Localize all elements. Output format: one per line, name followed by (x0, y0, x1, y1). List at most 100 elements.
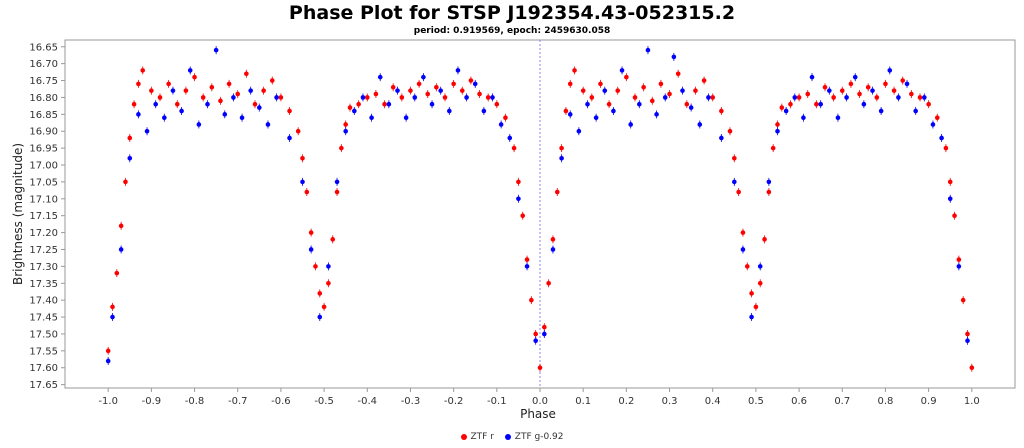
y-tick-label: 16.85 (29, 110, 58, 121)
data-point-ztf-r (822, 85, 828, 90)
data-point-ztf-r (744, 264, 750, 269)
legend-item-ztf-g: ZTF g-0.92 (504, 432, 564, 442)
chart-subtitle: period: 0.919569, epoch: 2459630.058 (413, 26, 611, 36)
data-point-ztf-r (762, 237, 767, 242)
data-point-ztf-r (589, 95, 595, 100)
data-point-ztf-g (110, 314, 115, 320)
data-point-ztf-r (757, 280, 763, 286)
data-point-ztf-g (602, 88, 608, 93)
data-point-ztf-r (770, 145, 776, 151)
data-point-ztf-g (550, 247, 556, 252)
data-point-ztf-r (114, 270, 120, 276)
data-point-ztf-r (382, 101, 387, 107)
data-point-ztf-g (257, 105, 262, 110)
data-point-ztf-g (956, 264, 962, 269)
data-point-ztf-r (295, 128, 301, 134)
data-point-ztf-r (485, 95, 491, 100)
data-point-ztf-g (507, 135, 513, 141)
x-tick-label: 0.5 (748, 396, 764, 407)
data-point-ztf-r (166, 81, 171, 87)
x-tick-label: -0.3 (401, 396, 421, 407)
data-point-ztf-r (118, 223, 124, 229)
data-point-ztf-r (235, 91, 241, 97)
data-point-ztf-g (567, 112, 573, 117)
data-point-ztf-g (688, 105, 694, 110)
legend-label-ztf-g: ZTF g-0.92 (514, 432, 564, 442)
data-point-ztf-g (645, 47, 651, 53)
data-point-ztf-r (174, 101, 180, 107)
data-point-ztf-g (287, 135, 292, 141)
data-point-ztf-g (611, 108, 616, 114)
data-point-ztf-g (706, 95, 711, 100)
data-point-ztf-g (248, 88, 253, 93)
data-point-ztf-g (697, 122, 703, 127)
y-tick-label: 16.70 (29, 59, 58, 70)
data-point-ztf-r (287, 108, 292, 114)
data-point-ztf-g (447, 108, 452, 114)
data-point-ztf-r (300, 155, 305, 161)
data-point-ztf-r (788, 101, 793, 107)
data-point-ztf-g (662, 95, 668, 100)
data-point-ztf-r (839, 88, 845, 93)
data-point-ztf-g (481, 108, 487, 114)
y-tick-label: 16.80 (29, 93, 58, 104)
x-tick-label: -1.0 (98, 396, 118, 407)
y-tick-label: 17.30 (29, 262, 58, 273)
data-point-ztf-r (883, 81, 888, 87)
series-ztf-g (105, 46, 970, 365)
data-point-ztf-r (278, 95, 284, 100)
legend-label-ztf-r: ZTF r (470, 432, 494, 442)
data-point-ztf-r (269, 78, 275, 83)
data-point-ztf-r (317, 291, 323, 296)
data-point-ztf-g (136, 112, 141, 117)
y-tick-label: 17.10 (29, 194, 58, 205)
data-point-ztf-g (628, 122, 633, 127)
legend: ZTF r ZTF g-0.92 (0, 432, 1024, 442)
data-point-ztf-g (438, 88, 443, 93)
y-tick-label: 16.90 (29, 127, 58, 138)
data-point-ztf-g (205, 101, 210, 107)
x-tick-label: 0.1 (575, 396, 591, 407)
data-point-ztf-r (468, 78, 474, 83)
data-point-ztf-r (736, 189, 741, 195)
data-point-ztf-r (494, 101, 500, 107)
data-point-ztf-r (416, 81, 422, 87)
data-point-ztf-r (339, 145, 344, 151)
data-point-ztf-g (187, 68, 193, 73)
data-point-ztf-g (326, 264, 331, 269)
data-point-ztf-g (231, 95, 236, 100)
data-point-ztf-r (399, 95, 405, 100)
data-point-ztf-r (304, 189, 310, 195)
data-point-ztf-g (844, 95, 849, 100)
data-point-ztf-g (896, 95, 901, 100)
data-point-ztf-r (796, 95, 802, 100)
data-point-ztf-r (356, 101, 361, 107)
y-axis: 16.65 16.70 16.75 16.80 16.85 16.90 16.95 17.00… (29, 42, 65, 391)
data-point-ztf-r (200, 95, 206, 100)
data-point-ztf-r (554, 189, 560, 195)
data-point-ztf-r (123, 179, 128, 185)
data-point-ztf-g (516, 196, 521, 202)
data-point-ztf-r (524, 257, 530, 262)
y-tick-label: 17.55 (29, 346, 58, 357)
data-point-ztf-g (740, 247, 746, 252)
data-point-ztf-g (498, 122, 504, 127)
data-point-ztf-g (922, 95, 927, 100)
data-point-ztf-r (529, 297, 534, 303)
data-point-ztf-g (105, 358, 111, 364)
y-tick-label: 17.50 (29, 329, 58, 340)
y-tick-label: 17.25 (29, 245, 58, 256)
data-point-ztf-r (934, 115, 940, 121)
legend-marker-ztf-r (460, 433, 467, 440)
y-tick-label: 17.20 (29, 228, 58, 239)
data-point-ztf-g (170, 88, 176, 93)
data-point-ztf-r (960, 297, 966, 303)
data-point-ztf-r (546, 280, 551, 286)
y-tick-label: 17.15 (29, 211, 58, 222)
data-point-ztf-r (805, 91, 811, 97)
x-tick-label: -0.1 (487, 396, 507, 407)
data-point-ztf-g (801, 115, 806, 121)
data-point-ztf-r (567, 81, 573, 87)
data-point-ztf-g (654, 112, 659, 117)
data-point-ztf-g (680, 88, 685, 93)
